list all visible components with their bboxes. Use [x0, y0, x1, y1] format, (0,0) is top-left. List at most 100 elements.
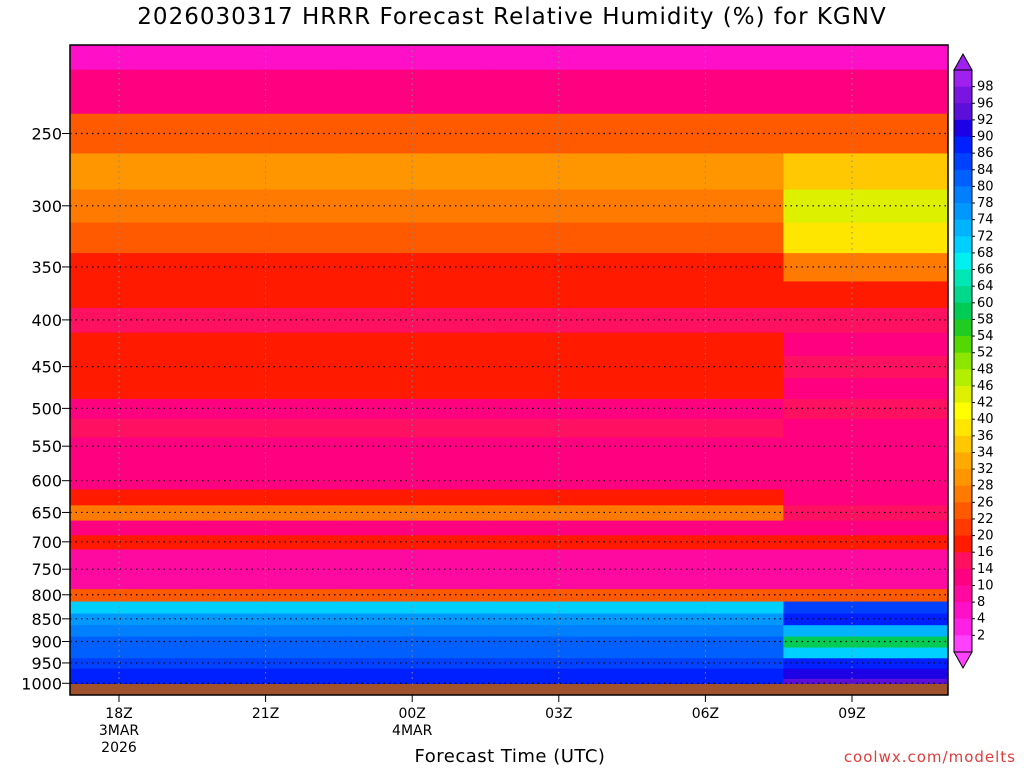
heatmap-cell: [637, 519, 711, 536]
y-tick-label: 350: [31, 258, 62, 277]
heatmap-cell: [563, 534, 638, 550]
heatmap-cell: [344, 600, 419, 614]
heatmap-cell: [344, 548, 419, 564]
colorbar-swatch: [954, 352, 972, 370]
heatmap-cell: [637, 612, 711, 626]
heatmap-cell: [490, 152, 565, 190]
heatmap-cell: [710, 519, 784, 536]
heatmap-cell: [1003, 535, 1024, 550]
heatmap-cell: [417, 635, 492, 648]
heatmap-cell: [417, 488, 492, 506]
heatmap-cell: [70, 377, 126, 399]
heatmap-cell: [783, 332, 858, 357]
colorbar-tick-label: 26: [977, 495, 994, 510]
heatmap-cell: [929, 377, 948, 399]
y-tick-label: 750: [31, 560, 62, 579]
heatmap-cell: [929, 562, 948, 577]
y-tick-label: 600: [31, 472, 62, 491]
heatmap-cell: [271, 612, 345, 626]
heatmap-cell: [783, 252, 858, 282]
heatmap-cell: [271, 657, 345, 669]
heatmap-cell: [198, 355, 272, 379]
heatmap-cell: [856, 646, 931, 659]
heatmap-cell: [929, 455, 948, 473]
heatmap-cell: [710, 668, 784, 679]
heatmap-cell: [637, 437, 711, 456]
heatmap-cell: [490, 519, 565, 536]
colorbar-swatch: [954, 518, 972, 537]
colorbar-swatch: [954, 502, 972, 520]
heatmap-cell: [417, 548, 492, 564]
colorbar-swatch: [954, 585, 972, 603]
colorbar-swatch: [954, 535, 972, 553]
heatmap-cell: [271, 221, 345, 254]
heatmap-cell: [783, 548, 858, 564]
heatmap-cell: [710, 377, 784, 399]
colorbar-arrow-top: [953, 52, 973, 71]
y-tick-label: 900: [31, 632, 62, 651]
colorbar-tick-label: 2: [977, 628, 985, 643]
heatmap-cell: [637, 152, 711, 190]
heatmap-cell: [271, 307, 345, 333]
heatmap-cell: [637, 504, 711, 521]
colorbar-swatch: [954, 635, 972, 653]
heatmap-cell: [1003, 398, 1024, 418]
heatmap-cell: [124, 332, 199, 357]
colorbar-tick-label: 54: [977, 329, 994, 344]
heatmap-cell: [783, 398, 858, 419]
heatmap-cell: [198, 45, 272, 70]
heatmap-cell: [856, 69, 931, 114]
grid-layer: [70, 45, 948, 695]
heatmap-cell: [856, 588, 931, 602]
heatmap-cell: [1003, 549, 1024, 563]
heatmap-cell: [783, 588, 858, 602]
heatmap-cell: [637, 624, 711, 637]
colorbar-tick-label: 90: [977, 130, 994, 145]
heatmap-cell: [344, 668, 419, 679]
colorbar-arrow-bottom: [953, 651, 973, 670]
heatmap-cell: [124, 488, 199, 506]
heatmap-cell: [563, 488, 638, 506]
heatmap-cell: [70, 600, 126, 614]
colorbar-swatch: [954, 286, 972, 304]
heatmap-cell: [198, 69, 272, 114]
heatmap-cell: [783, 519, 858, 536]
colorbar-swatch: [954, 119, 972, 138]
heatmap-cell: [637, 307, 711, 333]
heatmap-cell: [929, 612, 948, 626]
heatmap-cell: [856, 562, 931, 577]
heatmap-cell: [344, 307, 419, 333]
heatmap-cell: [1003, 222, 1024, 253]
heatmap-cell: [344, 377, 419, 399]
heatmap-cell: [124, 280, 199, 308]
colorbar-tick-label: 86: [977, 146, 994, 161]
colorbar-swatch: [954, 103, 972, 121]
heatmap-cell: [417, 624, 492, 637]
credit-link[interactable]: coolwx.com/modelts: [843, 748, 1016, 766]
heatmap-cell: [490, 45, 565, 70]
heatmap-cell: [563, 332, 638, 357]
heatmap-cell: [417, 472, 492, 490]
heatmap-cell: [490, 624, 565, 637]
heatmap-layer: [70, 45, 1024, 695]
heatmap-cell: [124, 575, 199, 590]
heatmap-cell: [198, 113, 272, 154]
x-tick-label: 18Z: [105, 706, 132, 722]
heatmap-cell: [198, 377, 272, 399]
colorbar-swatch: [954, 369, 972, 387]
heatmap-cell: [1003, 189, 1024, 223]
colorbar-swatch: [954, 336, 972, 354]
heatmap-cell: [783, 152, 858, 190]
heatmap-cell: [856, 398, 931, 419]
heatmap-cell: [929, 635, 948, 648]
colorbar-tick-label: 22: [977, 512, 994, 527]
heatmap-cell: [856, 624, 931, 637]
heatmap-cell: [70, 280, 126, 308]
heatmap-cell: [490, 600, 565, 614]
heatmap-cell: [783, 455, 858, 473]
heatmap-cell: [929, 188, 948, 223]
heatmap-cell: [637, 488, 711, 506]
heatmap-cell: [637, 377, 711, 399]
heatmap-cell: [344, 418, 419, 438]
